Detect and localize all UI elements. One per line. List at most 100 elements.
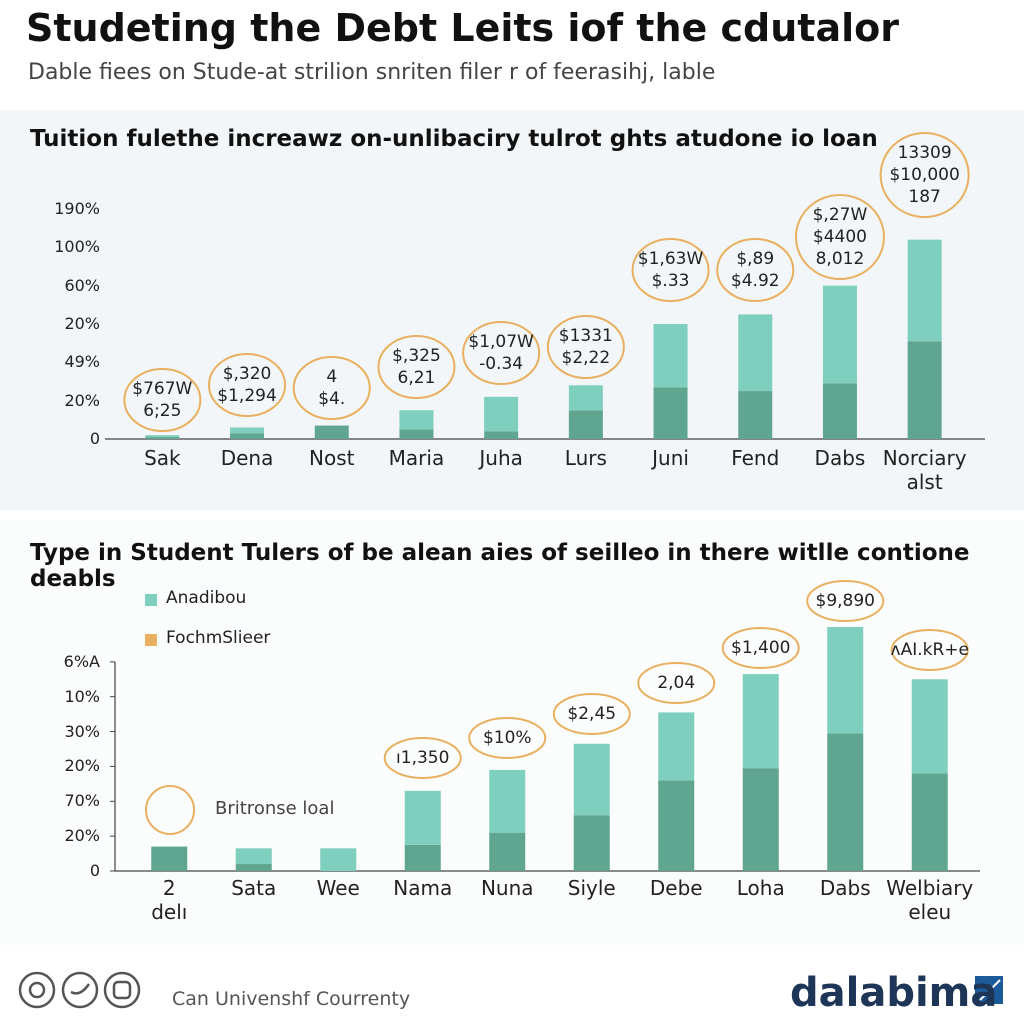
bar-segment (653, 324, 688, 388)
callout-outline (292, 356, 371, 420)
note-label: Britronse loal (215, 798, 335, 819)
callout-label: $767W 6;25 (132, 379, 193, 421)
x-tick-label: Maria (388, 446, 445, 470)
callout-outline (794, 194, 885, 280)
y-tick-label: 0 (89, 429, 100, 448)
callout-outline (377, 335, 456, 399)
x-tick-label: Fend (731, 446, 780, 470)
x-tick-label: Nuna (480, 876, 534, 900)
x-tick-label: Dabs (819, 876, 871, 900)
bar-segment (235, 864, 272, 871)
bar-segment (404, 844, 441, 871)
x-tick-label: Siyle (567, 876, 616, 900)
callout-outline (552, 693, 631, 735)
bar-segment (399, 429, 434, 439)
legend-label: FochmSlieer (166, 628, 271, 648)
y-tick-label: 60% (64, 275, 100, 295)
bar-segment (658, 712, 695, 781)
y-tick-label: 100% (54, 237, 100, 257)
bar-segment (658, 780, 695, 871)
callout-label: $1,63W $.33 (637, 249, 704, 291)
callout-label: 4 $4. (318, 367, 346, 409)
y-tick-label: 20% (64, 390, 100, 410)
callout-label: $2,45 (567, 704, 617, 724)
x-tick-label: Lurs (564, 446, 607, 470)
bar-segment (568, 410, 603, 439)
bar-segment (822, 285, 857, 384)
x-tick-label: Nama (393, 876, 453, 900)
bar-segment (145, 435, 180, 438)
bar-segment (320, 848, 357, 871)
bar-segment (151, 846, 188, 871)
title: Studeting the Debt Leits iof the cdutalo… (26, 6, 899, 50)
callout-label: ı1,350 (396, 748, 450, 768)
bar-segment (653, 387, 688, 439)
callout-outline (468, 717, 547, 759)
y-tick-label: 70% (64, 791, 100, 811)
callout-label: $1,07W -0.34 (468, 332, 534, 374)
x-tick-label: Dena (220, 446, 274, 470)
legend-swatch (145, 634, 157, 646)
bar-segment (314, 425, 349, 439)
callout-label: $1331 $2,22 (558, 326, 613, 368)
x-tick-label: Juni (652, 446, 689, 470)
bar-segment (230, 433, 265, 439)
bar-segment (827, 627, 864, 734)
callout-label: $,89 $4.92 (730, 249, 780, 291)
bar-segment (573, 743, 610, 816)
note-icon (145, 785, 195, 835)
bar-segment (738, 391, 773, 439)
bar-segment (484, 396, 519, 432)
x-tick-label: Wee (316, 876, 360, 900)
y-tick-label: 6%A (63, 651, 100, 671)
chart-title: Type in Student Tulers of be alean aies … (30, 540, 970, 592)
bar-segment (827, 733, 864, 871)
bar-segment (911, 679, 948, 774)
callout-label: $9,890 (815, 591, 875, 611)
callout-outline (631, 238, 710, 302)
social-icons (18, 971, 141, 1009)
callout-label: $1,400 (731, 638, 791, 658)
callout-outline (716, 238, 795, 302)
bar-segment (489, 832, 526, 871)
legend-label: Anadibou (166, 588, 247, 608)
x-tick-label: Sata (231, 876, 277, 900)
callout-outline (879, 132, 970, 218)
callout-outline (208, 353, 287, 417)
bar-segment (911, 773, 948, 871)
x-tick-label: 2 delı (151, 876, 188, 924)
callout-label: $10% (482, 728, 532, 748)
callout-label: ʌAI.kR+e (890, 640, 969, 660)
callout-outline (123, 368, 202, 432)
x-tick-label: Loha (736, 876, 785, 900)
y-tick-label: 20% (64, 826, 100, 846)
brand: dalabima (790, 970, 998, 1016)
bar-segment (235, 848, 272, 865)
bar-segment (573, 815, 610, 871)
brand-icon (973, 974, 1005, 1006)
bar-segment (822, 383, 857, 439)
x-tick-label: Juha (479, 446, 523, 470)
y-tick-label: 20% (64, 756, 100, 776)
legend-swatch (145, 594, 157, 606)
bar-segment (742, 674, 779, 769)
callout-outline (721, 627, 800, 669)
bar-segment (399, 410, 434, 430)
y-tick-label: 10% (64, 686, 100, 706)
callout-label: $,325 6,21 (392, 346, 441, 388)
y-tick-label: 30% (64, 721, 100, 741)
x-tick-label: Debe (649, 876, 703, 900)
callout-label: 13309 $10,000 187 (889, 143, 960, 207)
footer-credit: Can Univenshf Courrenty (172, 988, 411, 1010)
callout-label: 2,04 (657, 673, 696, 693)
bar-segment (484, 431, 519, 439)
chart-title: Tuition fulethe increawz on-unlibaciry t… (30, 126, 878, 152)
x-tick-label: Dabs (814, 446, 866, 470)
callout-label: $,27W $4400 8,012 (812, 205, 868, 269)
subtitle: Dable fiees on Stude-at strilion snriten… (28, 60, 716, 85)
bar-segment (742, 768, 779, 871)
x-tick-label: Norciary alst (882, 446, 967, 494)
callout-outline (383, 737, 462, 779)
